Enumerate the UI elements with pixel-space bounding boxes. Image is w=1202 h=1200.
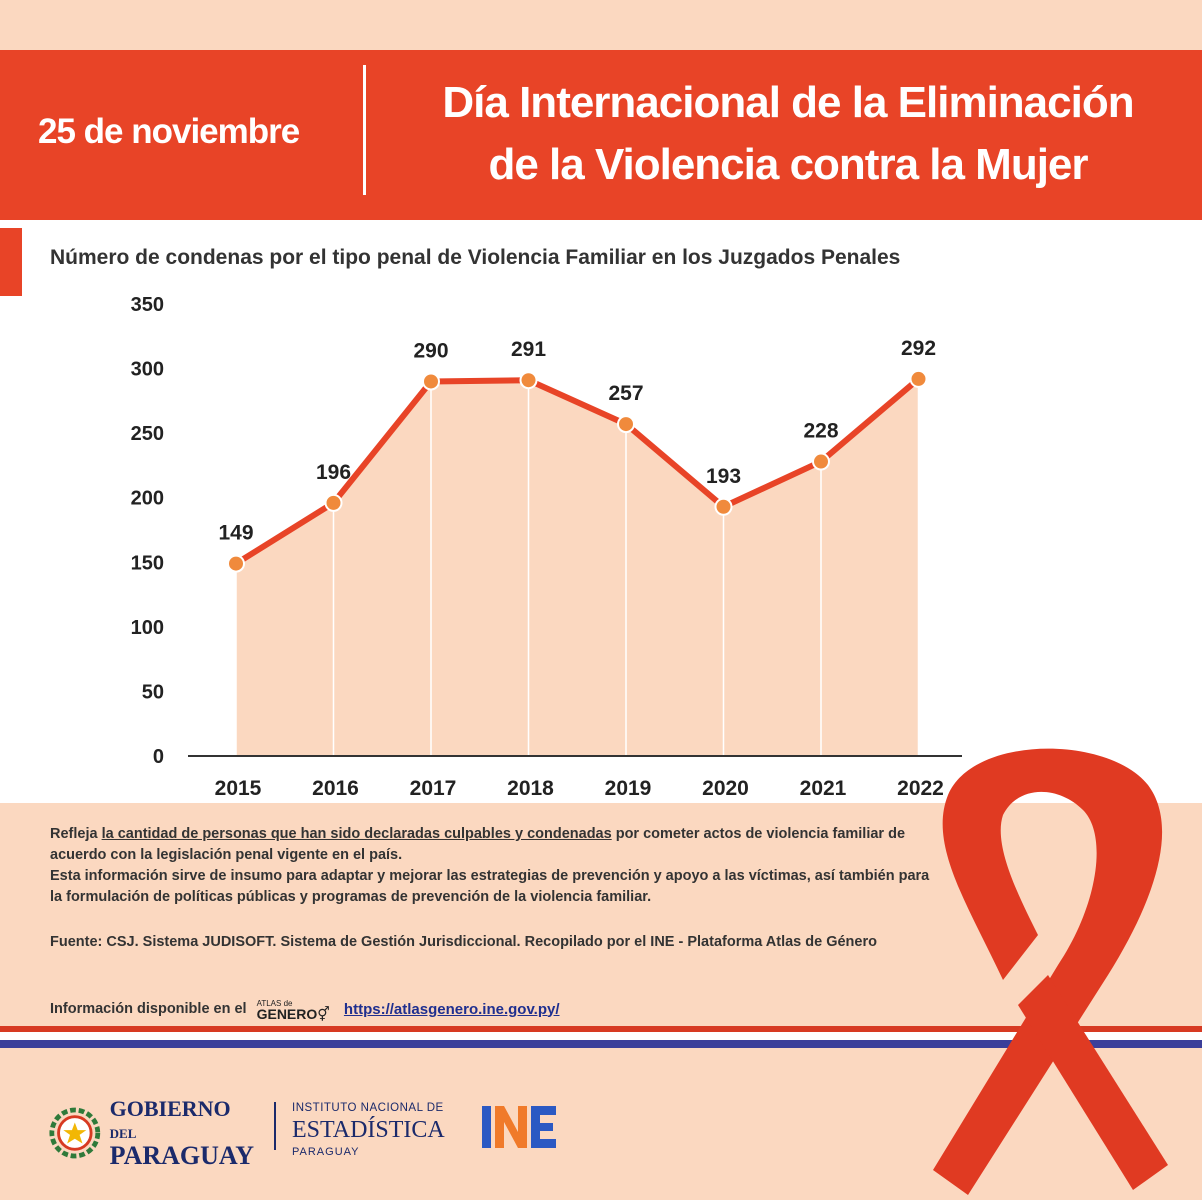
flag-stripe-red [0,1026,1202,1032]
y-tick-label: 200 [131,488,164,510]
data-label: 193 [706,465,741,488]
top-band [0,0,1202,50]
data-point [422,372,440,391]
y-tick-label: 300 [131,359,164,381]
data-point [324,493,343,512]
gobierno-line1: GOBIERNO [109,1096,231,1121]
data-point [714,497,733,516]
x-tick-label: 2022 [897,777,944,800]
chart-title: Número de condenas por el tipo penal de … [50,246,901,269]
atlas-logo-big: GENERO⚥ [256,1006,330,1022]
data-label: 292 [901,337,936,360]
gobierno-line2: PARAGUAY [109,1141,255,1170]
data-label: 228 [803,420,838,443]
flag-stripe-white [0,1032,1202,1040]
y-tick-label: 250 [131,423,164,445]
coat-of-arms-icon [49,1107,101,1158]
x-tick-label: 2018 [507,777,554,800]
gender-symbol-icon: ⚥ [317,1006,330,1022]
ine-line1: INSTITUTO NACIONAL DE [292,1102,444,1114]
data-point [519,371,538,390]
x-tick-label: 2015 [215,777,262,800]
data-label: 149 [218,522,253,545]
ine-text-logo: INSTITUTO NACIONAL DE ESTADÍSTICA PARAGU… [292,1100,445,1160]
x-tick-label: 2021 [800,777,847,800]
gobierno-text: GOBIERNO DEL PARAGUAY [109,1096,257,1170]
data-point [227,554,245,573]
y-tick-label: 350 [131,294,164,316]
data-label: 196 [316,461,351,484]
data-label: 257 [608,382,643,405]
source-note: Fuente: CSJ. Sistema JUDISOFT. Sistema d… [50,934,877,950]
ine-line3: PARAGUAY [292,1146,360,1158]
description-paragraph-2: Esta información sirve de insumo para ad… [50,868,930,905]
description: Refleja la cantidad de personas que han … [50,824,945,908]
awareness-ribbon-icon [933,748,1168,1195]
ine-line2: ESTADÍSTICA [292,1117,445,1143]
header-banner: 25 de noviembre Día Internacional de la … [0,50,1202,220]
x-tick-label: 2019 [605,777,652,800]
data-label: 291 [511,338,546,361]
data-point [812,452,830,471]
x-tick-label: 2020 [702,777,749,800]
y-tick-label: 50 [142,681,164,703]
chart-panel: Número de condenas por el tipo penal de … [0,220,1202,803]
description-paragraph-1: Refleja la cantidad de personas que han … [50,824,945,866]
event-date: 25 de noviembre [38,112,300,151]
x-tick-label: 2017 [410,777,457,800]
ine-logo-icon [482,1106,556,1148]
event-title: Día Internacional de la Eliminación de l… [378,72,1198,196]
availability-label: Información disponible en el [50,1001,247,1017]
flag-stripe-blue [0,1040,1202,1048]
chart-accent-bar [0,228,22,296]
gobierno-del: DEL [109,1126,137,1141]
footer-divider [274,1102,276,1150]
data-point [909,369,928,388]
atlas-logo-word: GENERO [256,1006,318,1022]
atlas-genero-logo: ATLAS de GENERO⚥ [256,999,330,1022]
event-title-line1: Día Internacional de la Eliminación [442,78,1134,127]
chart-area-fill [236,378,919,756]
x-tick-label: 2016 [312,777,359,800]
description-text: por cometer actos de violencia familiar … [50,826,906,863]
availability-line: Información disponible en el ATLAS de GE… [50,996,560,1022]
event-title-line2: de la Violencia contra la Mujer [488,140,1088,189]
description-highlight: la cantidad de personas que han sido dec… [101,826,612,842]
chart-svg: 0 50 100 150 200 250 300 350 2015 2016 2017 2018 201… [131,294,962,800]
data-label: 290 [413,339,448,362]
atlas-link[interactable]: https://atlasgenero.ine.gov.py/ [343,1000,560,1018]
description-text: Refleja [50,826,102,842]
header-divider [363,65,366,195]
gobierno-logo: GOBIERNO DEL PARAGUAY [48,1096,257,1170]
series-line [234,376,921,567]
data-point [617,415,635,434]
y-tick-label: 0 [153,746,164,768]
y-tick-label: 100 [131,617,164,639]
y-tick-label: 150 [131,552,164,574]
atlas-logo-small: ATLAS de [256,999,293,1008]
